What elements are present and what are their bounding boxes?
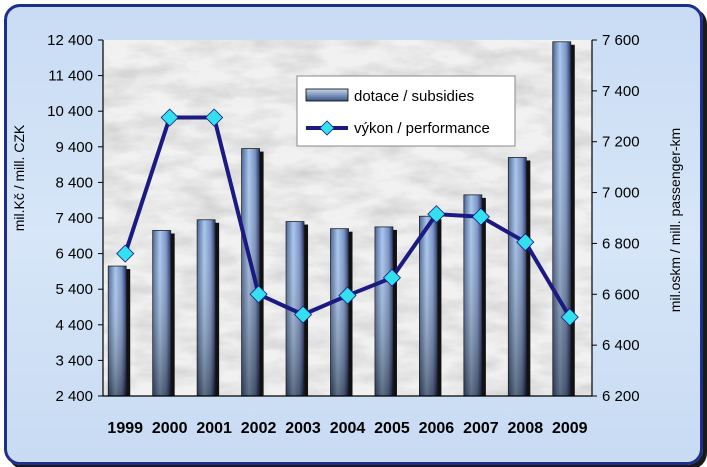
- legend-label-subsidies: dotace / subsidies: [354, 88, 474, 105]
- left-tick-label: 8 400: [55, 174, 93, 191]
- right-axis-ticks: 6 200 6 400 6 600 6 800 7 000 7 200 7 400 7 600: [592, 32, 640, 405]
- left-tick-label: 10 400: [47, 103, 93, 120]
- point-2000: [160, 108, 179, 127]
- x-tick-label-2005: 2005: [374, 420, 410, 437]
- point-1999: [116, 244, 135, 263]
- right-tick-label: 6 600: [602, 286, 640, 303]
- point-2007: [471, 207, 490, 226]
- right-tick-label: 7 400: [602, 83, 640, 100]
- bar-shade: [508, 157, 527, 396]
- x-tick-label-2009: 2009: [552, 420, 588, 437]
- point-2002: [249, 285, 268, 304]
- right-tick-label: 7 000: [602, 185, 640, 202]
- right-axis-label: mil.oskm / mill. passenger-km: [667, 128, 683, 312]
- x-tick-label-2002: 2002: [241, 420, 277, 437]
- legend: dotace / subsidies výkon / performance: [296, 75, 516, 147]
- left-tick-label: 11 400: [48, 68, 93, 85]
- right-tick-label: 6 400: [602, 337, 640, 354]
- bar-shade: [241, 148, 260, 396]
- x-tick-label-1999: 1999: [107, 420, 143, 437]
- x-tick-label-2000: 2000: [152, 420, 188, 437]
- right-tick-label: 7 600: [602, 32, 640, 49]
- point-2004: [338, 286, 357, 305]
- x-tick-label-2003: 2003: [285, 420, 321, 437]
- left-tick-label: 6 400: [55, 246, 93, 263]
- line-series-performance: [116, 108, 579, 327]
- x-tick-label-2006: 2006: [419, 420, 455, 437]
- left-tick-label: 5 400: [55, 281, 93, 298]
- point-2006: [427, 205, 446, 224]
- left-tick-label: 12 400: [47, 32, 93, 49]
- right-tick-label: 6 800: [602, 235, 640, 252]
- bar-shade: [330, 228, 349, 396]
- left-axis-ticks: 2 400 3 400 4 400 5 400 6 400 7 400 8 400 9 400…: [47, 32, 103, 405]
- bar-series-subsidies: [107, 41, 575, 397]
- x-tick-label-2001: 2001: [196, 420, 232, 437]
- bar-shade: [419, 216, 438, 396]
- x-tick-label-2008: 2008: [508, 420, 544, 437]
- point-2003: [293, 305, 313, 324]
- x-tick-label-2004: 2004: [330, 420, 366, 437]
- x-axis-ticks: 1999 2000 2001 2002 2003 2004 2005 2006 2007 2008…: [107, 420, 587, 437]
- left-tick-label: 4 400: [55, 317, 93, 334]
- x-tick-label-2007: 2007: [463, 420, 499, 437]
- bar-shade: [463, 194, 482, 396]
- legend-label-performance: výkon / performance: [354, 120, 490, 137]
- left-tick-label: 3 400: [55, 352, 93, 369]
- right-tick-label: 6 200: [602, 388, 640, 405]
- right-tick-label: 7 200: [602, 134, 640, 151]
- bar-shade: [108, 266, 127, 396]
- left-tick-label: 2 400: [55, 388, 93, 405]
- point-2005: [382, 268, 402, 287]
- legend-bar-swatch: [305, 88, 349, 102]
- point-2009: [560, 308, 579, 327]
- point-2001: [205, 108, 224, 127]
- bar-shade: [552, 41, 571, 396]
- left-tick-label: 9 400: [55, 139, 93, 156]
- point-2008: [516, 233, 535, 252]
- bar-shade: [197, 219, 216, 396]
- bar-shade: [152, 230, 171, 396]
- left-axis-label: mil.Kč / mill. CZK: [11, 124, 27, 231]
- legend-marker-swatch: [319, 120, 335, 136]
- left-tick-label: 7 400: [55, 210, 93, 227]
- bar-shade: [374, 226, 393, 396]
